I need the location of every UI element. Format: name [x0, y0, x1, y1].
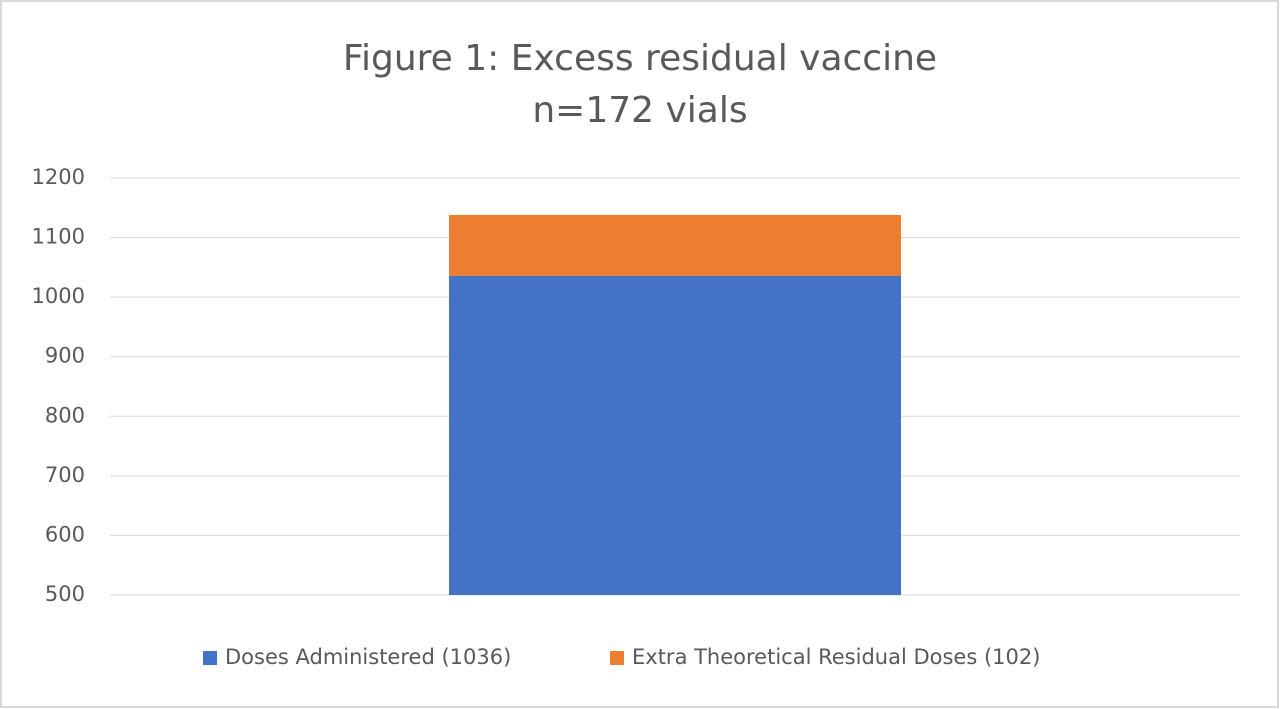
- y-tick-label: 1200: [32, 165, 85, 189]
- legend-label: Doses Administered (1036): [225, 645, 511, 669]
- y-tick-label: 500: [45, 582, 85, 606]
- legend-swatch: [610, 651, 624, 665]
- y-tick-label: 600: [45, 522, 85, 546]
- chart-subtitle: n=172 vials: [532, 90, 747, 131]
- y-tick-label: 700: [45, 463, 85, 487]
- y-tick-label: 900: [45, 344, 85, 368]
- y-tick-label: 800: [45, 403, 85, 427]
- y-tick-label: 1100: [32, 225, 85, 249]
- bar-segment: [449, 275, 901, 595]
- legend-swatch: [203, 651, 217, 665]
- y-tick-label: 1000: [32, 284, 85, 308]
- chart-title: Figure 1: Excess residual vaccine: [343, 38, 937, 79]
- legend-label: Extra Theoretical Residual Doses (102): [632, 645, 1040, 669]
- bar-segment: [449, 214, 901, 276]
